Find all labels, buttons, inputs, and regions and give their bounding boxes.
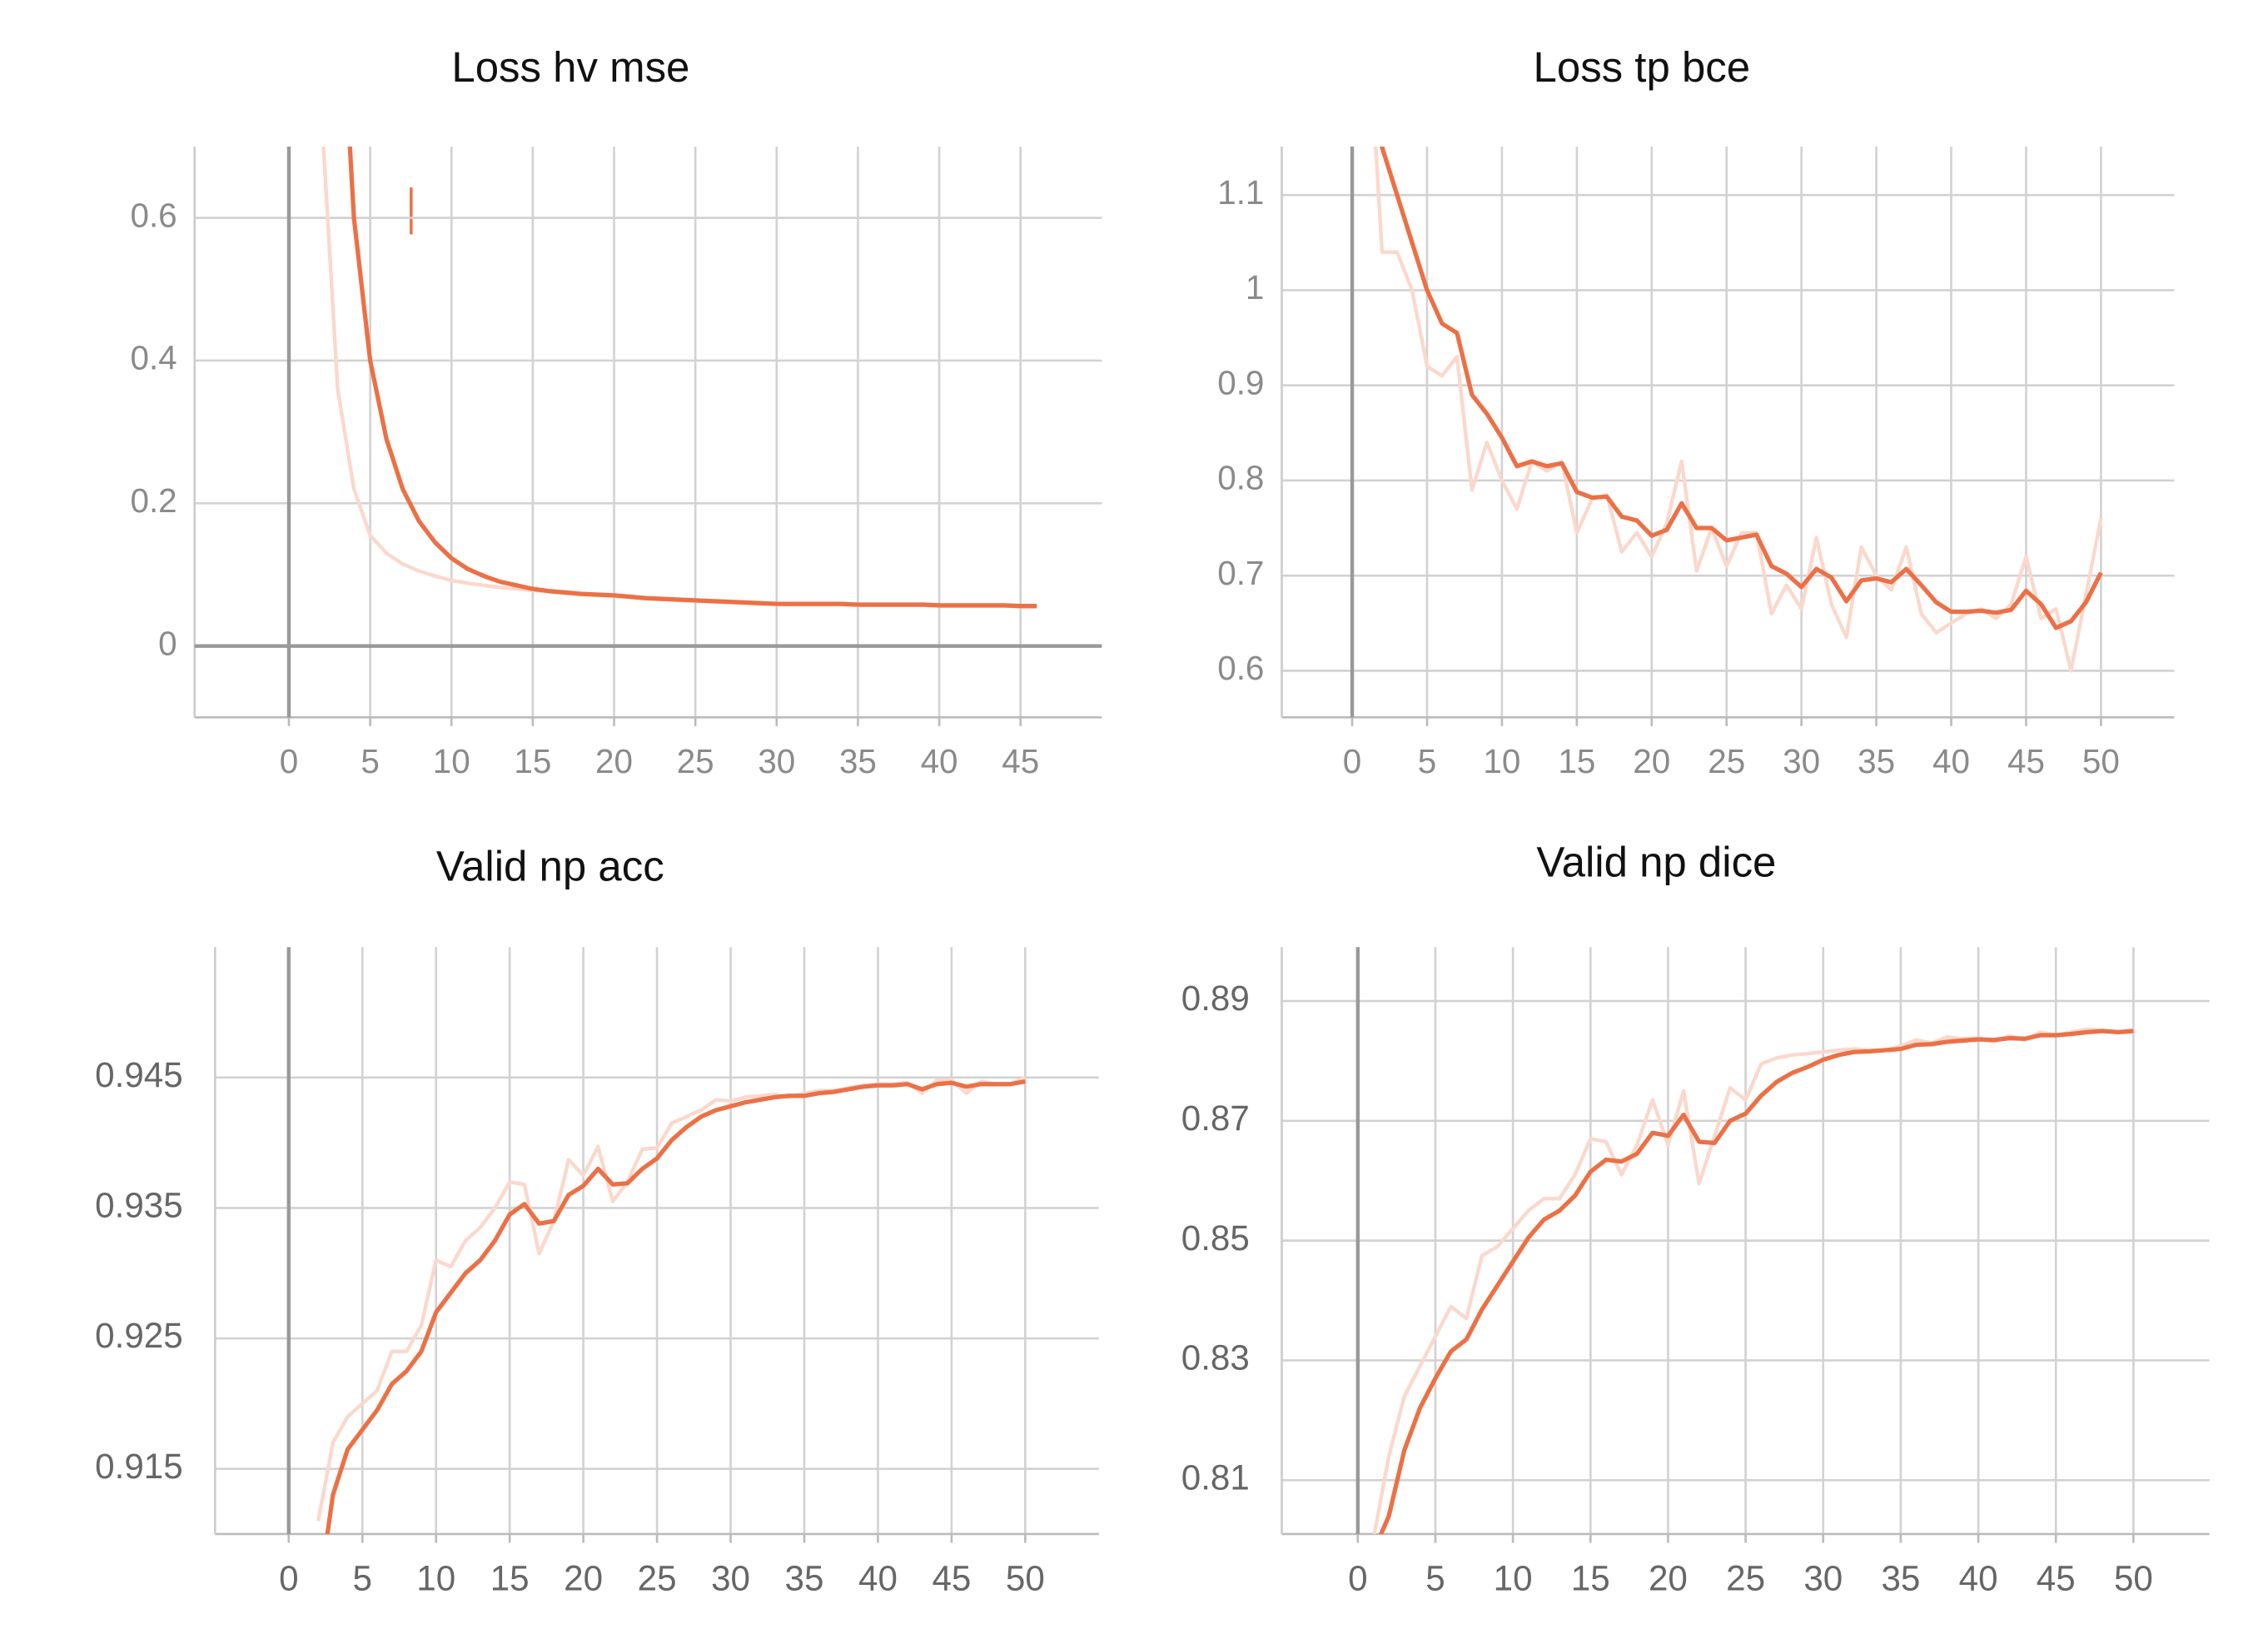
y-tick-label: 0.6 (130, 196, 177, 234)
x-tick-label: 5 (361, 742, 379, 780)
y-tick-label: 0.915 (95, 1447, 182, 1486)
data-line (1380, 146, 2103, 630)
x-tick-label: 40 (921, 742, 958, 780)
x-tick-label: 0 (1348, 1558, 1367, 1597)
x-tick-label: 20 (1633, 742, 1670, 780)
x-tick-label: 30 (758, 742, 795, 780)
x-tick-label: 25 (677, 742, 714, 780)
y-tick-label: 0.7 (1217, 554, 1264, 592)
x-tick-label: 0 (1343, 742, 1361, 780)
x-tick-label: 35 (1858, 742, 1895, 780)
x-tick-label: 20 (595, 742, 633, 780)
x-tick-label: 50 (1006, 1558, 1045, 1597)
y-tick-label: 0.83 (1181, 1338, 1250, 1377)
y-tick-label: 0.2 (130, 481, 177, 520)
x-tick-label: 10 (1483, 742, 1520, 780)
y-tick-label: 0.85 (1181, 1218, 1250, 1258)
data-line (1374, 146, 2103, 673)
data-line (1378, 1029, 2134, 1534)
chart-panel: Valid np acc 0.915 0.925 0.935 0.945 0 5 10 15 20… (95, 843, 1099, 1597)
chart-panel: Loss hv mse 0 0.2 0.4 0.6 0 5 10 15 20 25 30 35 40 45 (130, 43, 1102, 780)
y-tick-label: 1 (1246, 268, 1264, 306)
data-line (347, 146, 1037, 609)
y-tick-label: 0.89 (1181, 979, 1250, 1018)
x-tick-label: 10 (416, 1558, 455, 1597)
x-tick-label: 0 (279, 1558, 298, 1597)
y-tick-label: 0.925 (95, 1316, 182, 1355)
data-line (316, 1075, 1027, 1522)
y-tick-label: 0.935 (95, 1186, 182, 1225)
x-tick-label: 15 (514, 742, 551, 780)
x-tick-label: 15 (1571, 1558, 1610, 1597)
chart-title: Valid np acc (436, 843, 664, 890)
chart-title: Loss hv mse (451, 43, 689, 91)
x-tick-label: 0 (280, 742, 298, 780)
x-tick-label: 35 (839, 742, 877, 780)
x-tick-label: 35 (785, 1558, 824, 1597)
x-tick-label: 45 (2007, 742, 2045, 780)
y-tick-label: 0.4 (130, 339, 177, 377)
x-tick-label: 10 (1494, 1558, 1533, 1597)
x-tick-label: 30 (711, 1558, 750, 1597)
chart-panel: Loss tp bce 0.6 0.7 0.8 0.9 1 1.1 0 5 10 15 20 25 30 3… (1217, 43, 2175, 780)
x-tick-label: 15 (1558, 742, 1595, 780)
chart-title: Valid np dice (1536, 838, 1776, 885)
x-tick-label: 45 (932, 1558, 971, 1597)
x-tick-label: 5 (1418, 742, 1436, 780)
x-tick-label: 30 (1803, 1558, 1843, 1597)
x-tick-label: 10 (433, 742, 470, 780)
x-tick-label: 45 (2037, 1558, 2076, 1597)
y-tick-label: 0.87 (1181, 1098, 1250, 1138)
x-tick-label: 40 (858, 1558, 898, 1597)
y-tick-label: 0.9 (1217, 363, 1264, 401)
x-tick-label: 20 (564, 1558, 603, 1597)
x-tick-label: 50 (2082, 742, 2120, 780)
x-tick-label: 25 (1726, 1558, 1765, 1597)
x-tick-label: 30 (1783, 742, 1820, 780)
y-tick-label: 0.6 (1217, 649, 1264, 687)
x-tick-label: 20 (1649, 1558, 1688, 1597)
x-tick-label: 40 (1959, 1558, 1998, 1597)
y-tick-label: 0 (158, 624, 177, 662)
y-tick-label: 1.1 (1217, 173, 1264, 212)
y-tick-label: 0.81 (1181, 1457, 1250, 1497)
x-tick-label: 35 (1881, 1558, 1920, 1597)
x-tick-label: 5 (353, 1558, 372, 1597)
x-tick-label: 45 (1002, 742, 1039, 780)
chart-title: Loss tp bce (1534, 43, 1751, 91)
x-tick-label: 40 (1932, 742, 1970, 780)
x-tick-label: 25 (638, 1558, 677, 1597)
x-tick-label: 50 (2114, 1558, 2153, 1597)
y-tick-label: 0.8 (1217, 459, 1264, 497)
data-line (325, 1079, 1026, 1534)
chart-panel: Valid np dice 0.81 0.83 0.85 0.87 0.89 0 5 10 15 2… (1181, 838, 2210, 1597)
y-tick-label: 0.945 (95, 1055, 182, 1094)
x-tick-label: 5 (1425, 1558, 1445, 1597)
x-tick-label: 25 (1708, 742, 1745, 780)
x-tick-label: 15 (490, 1558, 530, 1597)
